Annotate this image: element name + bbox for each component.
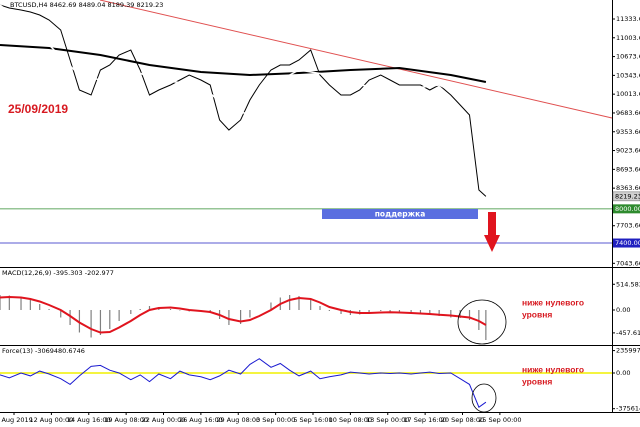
- histogram-bar: [228, 310, 230, 325]
- x-tick-label: 10 Sep 08:00: [329, 416, 372, 424]
- panel-title: Force(13) -3069480.6746: [2, 347, 85, 355]
- series-line: [0, 4, 487, 197]
- y-tick-label: 514.583: [616, 280, 640, 288]
- panel-title: BTCUSD,H4 8462.69 8489.04 8189.39 8219.2…: [10, 1, 163, 9]
- date-annotation: 25/09/2019: [8, 102, 68, 116]
- y-tick-label: 10343.66: [616, 71, 640, 79]
- histogram-bar: [20, 297, 22, 310]
- histogram-bar: [48, 309, 50, 310]
- x-tick-label: 25 Sep 00:00: [478, 416, 521, 424]
- support-label: поддержка: [375, 210, 426, 219]
- y-tick-label: -3756140.: [616, 405, 640, 413]
- support-box: [322, 209, 478, 219]
- y-tick-label: 0.00: [616, 369, 630, 377]
- series-line: [0, 4, 487, 121]
- y-tick-label: 10673.66: [616, 53, 640, 61]
- histogram-bar: [0, 295, 1, 310]
- histogram-bar: [310, 300, 312, 310]
- histogram-bar: [179, 310, 181, 311]
- histogram-bar: [298, 296, 300, 310]
- histogram-bar: [410, 310, 412, 314]
- x-tick-label: 5 Sep 16:00: [293, 416, 332, 424]
- x-tick-label: 26 Aug 16:00: [179, 416, 223, 424]
- histogram-bar: [270, 302, 272, 310]
- x-tick-label: 12 Aug 00:00: [29, 416, 73, 424]
- histogram-bar: [109, 310, 111, 329]
- down-arrow: [484, 212, 500, 252]
- x-tick-label: 13 Sep 00:00: [366, 416, 409, 424]
- histogram-bar: [328, 310, 330, 311]
- series-line: [0, 358, 487, 408]
- highlight-circle: [471, 383, 497, 413]
- histogram-bar: [69, 310, 71, 325]
- annotation: ниже нулевого: [522, 297, 584, 307]
- histogram-bar: [459, 310, 461, 318]
- histogram-bar: [368, 310, 370, 313]
- histogram-bar: [90, 310, 92, 338]
- histogram-bar: [419, 310, 422, 314]
- x-tick-label: 29 Aug 08:00: [216, 416, 260, 424]
- y-tick-label: 7043.66: [616, 259, 640, 267]
- histogram-bar: [130, 310, 132, 314]
- price-tag: [612, 191, 640, 202]
- histogram-bar: [319, 306, 321, 310]
- histogram-bar: [389, 310, 391, 312]
- y-tick-label: 11333.66: [616, 15, 640, 23]
- histogram-bar: [289, 295, 291, 310]
- histogram-bar: [468, 310, 471, 320]
- histogram-bar: [429, 310, 431, 315]
- level-label: 7400.00: [615, 239, 640, 247]
- y-tick-label: 2359971.5: [616, 347, 640, 355]
- y-tick-label: 9683.66: [616, 109, 640, 117]
- histogram-bar: [398, 310, 401, 313]
- y-tick-label: 9023.66: [616, 147, 640, 155]
- annotation: уровня: [522, 309, 552, 319]
- level-label: 8000.00: [615, 205, 640, 213]
- histogram-bar: [450, 310, 452, 318]
- histogram-bar: [8, 295, 10, 310]
- x-tick-label: 22 Aug 00:00: [142, 416, 186, 424]
- trend-line: [99, 0, 613, 119]
- level-tag: [613, 238, 640, 248]
- histogram-bar: [249, 310, 251, 318]
- x-tick-label: 7 Aug 2019: [0, 416, 33, 424]
- y-tick-label: 9353.66: [616, 128, 640, 136]
- level-tag: [613, 204, 640, 214]
- x-tick-label: 14 Aug 16:00: [67, 416, 111, 424]
- annotation: уровня: [522, 376, 552, 386]
- x-tick-label: 17 Sep 16:00: [403, 416, 446, 424]
- x-tick-label: 19 Aug 08:00: [104, 416, 148, 424]
- y-tick-label: 8693.66: [616, 165, 640, 173]
- series-line: [0, 295, 487, 334]
- histogram-bar: [239, 310, 242, 324]
- histogram-bar: [99, 310, 102, 335]
- y-tick-label: 7703.66: [616, 222, 640, 230]
- annotation: ниже нулевого: [522, 364, 584, 374]
- x-tick-label: 20 Sep 08:00: [441, 416, 484, 424]
- y-tick-label: 8363.66: [616, 184, 640, 192]
- y-tick-label: 11003.66: [616, 34, 640, 42]
- price-label: 8219.23: [615, 192, 640, 200]
- y-tick-label: -457.618: [616, 329, 640, 337]
- highlight-circle: [457, 299, 507, 345]
- panel-title: MACD(12,26,9) -395.303 -202.977: [2, 269, 114, 277]
- histogram-bar: [139, 309, 141, 310]
- histogram-bar: [118, 310, 120, 321]
- histogram-bar: [60, 310, 62, 318]
- histogram-bar: [39, 304, 41, 310]
- histogram-bar: [169, 309, 172, 310]
- histogram-bar: [380, 310, 382, 311]
- histogram-bar: [148, 306, 151, 310]
- x-tick-label: 3 Sep 00:00: [256, 416, 295, 424]
- histogram-bar: [438, 310, 440, 316]
- histogram-bar: [78, 310, 81, 333]
- histogram-bar: [29, 300, 31, 310]
- y-tick-label: 10013.66: [616, 90, 640, 98]
- y-tick-label: 0.00: [616, 306, 630, 314]
- series-line: [0, 44, 487, 83]
- histogram-bar: [340, 310, 342, 314]
